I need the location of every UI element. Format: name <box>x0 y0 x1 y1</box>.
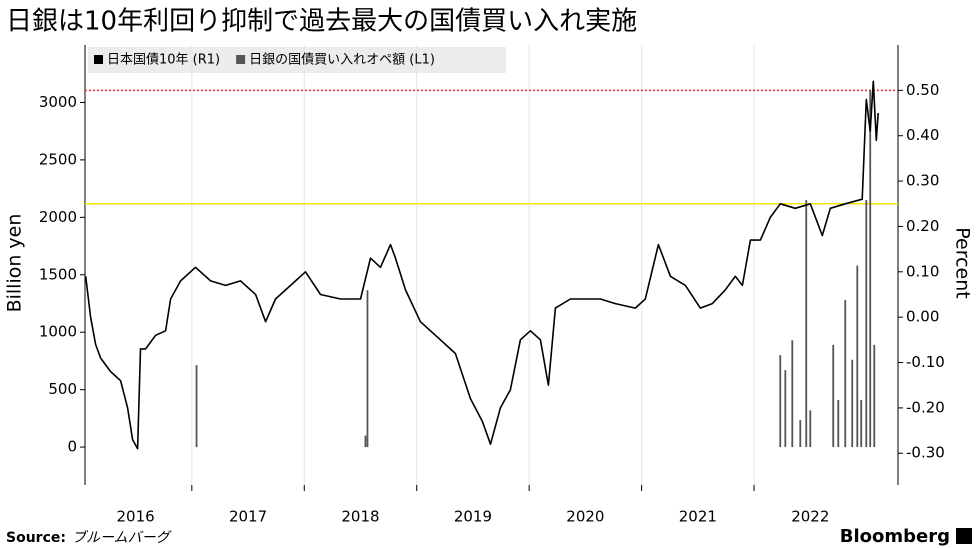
y2-tick-label: 0.40 <box>906 126 939 144</box>
y2-tick-label: -0.20 <box>906 398 945 416</box>
purchase-bar <box>799 420 802 448</box>
purchase-bar <box>366 290 369 448</box>
y-tick-label: 3000 <box>39 93 77 111</box>
purchase-bar <box>779 355 782 448</box>
y-tick-label: 500 <box>48 380 77 398</box>
purchase-bar <box>784 370 787 448</box>
purchase-bar <box>805 200 808 448</box>
y2-tick-label: 0.10 <box>906 262 939 280</box>
y2-axis-label: Percent <box>952 227 974 299</box>
purchase-bar <box>832 344 835 448</box>
y2-tick-label: 0.50 <box>906 81 939 99</box>
source: ブルームバーグ <box>72 530 172 546</box>
purchase-bar <box>195 365 198 448</box>
y2-tick-label: -0.30 <box>906 444 945 462</box>
chart-title: 日銀は10年利回り抑制で過去最大の国債買い入れ実施 <box>6 7 637 37</box>
x-tick-label: 2020 <box>566 508 604 526</box>
y-tick-label: 2000 <box>39 208 77 226</box>
y-tick-label: 1000 <box>39 323 77 341</box>
x-tick-label: 2022 <box>791 508 829 526</box>
purchase-bar <box>865 200 868 448</box>
brand-icon <box>956 528 972 544</box>
y2-tick-label: 0.00 <box>906 308 939 326</box>
legend-swatch <box>94 55 103 64</box>
x-tick-label: 2018 <box>341 508 379 526</box>
purchase-bar <box>873 344 876 448</box>
purchase-bar <box>856 265 859 448</box>
purchase-bar <box>844 300 847 448</box>
y-tick-label: 2500 <box>39 150 77 168</box>
y-tick-label: 0 <box>67 438 77 456</box>
purchase-bar <box>791 340 794 448</box>
legend-label: 日本国債10年 (R1) <box>107 53 220 68</box>
yield-line <box>84 80 879 450</box>
source-label: Source: <box>6 530 66 546</box>
brand: Bloomberg <box>840 526 950 547</box>
legend-swatch <box>236 55 246 64</box>
y-axis-label: Billion yen <box>4 214 26 313</box>
y2-tick-label: -0.10 <box>906 353 945 371</box>
purchase-bar <box>869 90 872 448</box>
purchase-bar <box>851 359 854 448</box>
x-tick-label: 2016 <box>117 508 155 526</box>
legend-box <box>88 47 506 73</box>
y2-tick-label: 0.30 <box>906 172 939 190</box>
y2-tick-label: 0.20 <box>906 217 939 235</box>
x-tick-label: 2021 <box>679 508 717 526</box>
x-tick-label: 2019 <box>454 508 492 526</box>
purchase-bar <box>364 435 367 448</box>
legend-label: 日銀の国債買い入れオペ額 (L1) <box>249 53 435 68</box>
purchase-bar <box>860 399 863 448</box>
x-tick-label: 2017 <box>229 508 267 526</box>
purchase-bar <box>809 410 812 448</box>
y-tick-label: 1500 <box>39 265 77 283</box>
purchase-bar <box>837 399 840 448</box>
